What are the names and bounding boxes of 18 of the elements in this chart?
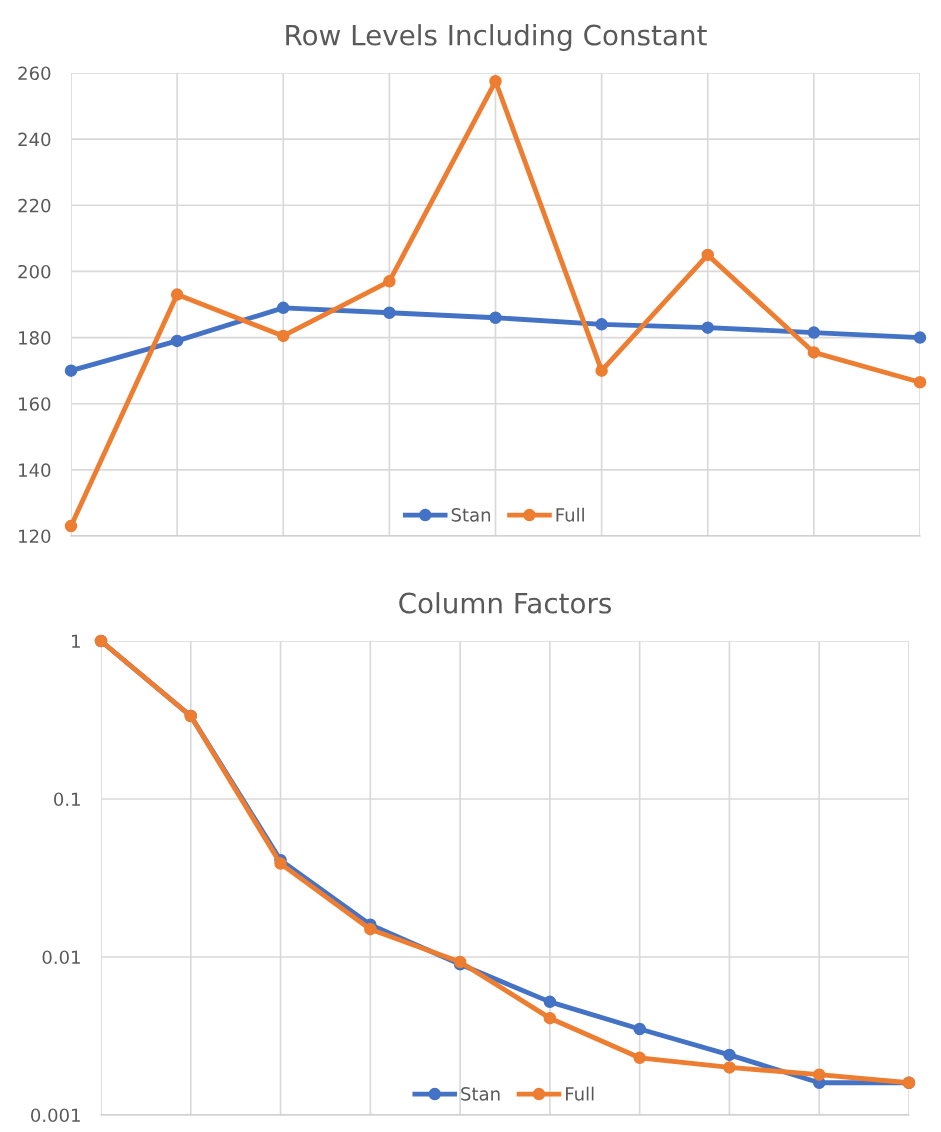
y-tick-label: 180: [19, 331, 51, 345]
y-tick-label: 0.1: [54, 792, 80, 807]
y-tick-label: 240: [18, 132, 51, 147]
y-tick-label: 140: [19, 463, 51, 477]
y-tick-label: 260: [18, 66, 51, 81]
y-tick-label: 0.001: [31, 1108, 80, 1123]
legend-label: Full: [566, 1086, 594, 1101]
legend-label: Stan: [451, 508, 491, 522]
y-tick-label: 200: [18, 264, 51, 279]
chart-title: Column Factors: [399, 592, 612, 614]
y-tick-label: 0.01: [42, 950, 80, 965]
legend-label: Full: [556, 507, 584, 522]
legend-label: Stan: [461, 1087, 500, 1101]
chart-title: Row Levels Including Constant: [286, 24, 707, 51]
y-tick-label: 160: [19, 397, 51, 411]
y-tick-label: 1: [72, 634, 80, 648]
y-tick-label: 220: [18, 198, 51, 213]
y-tick-label: 120: [19, 529, 51, 544]
